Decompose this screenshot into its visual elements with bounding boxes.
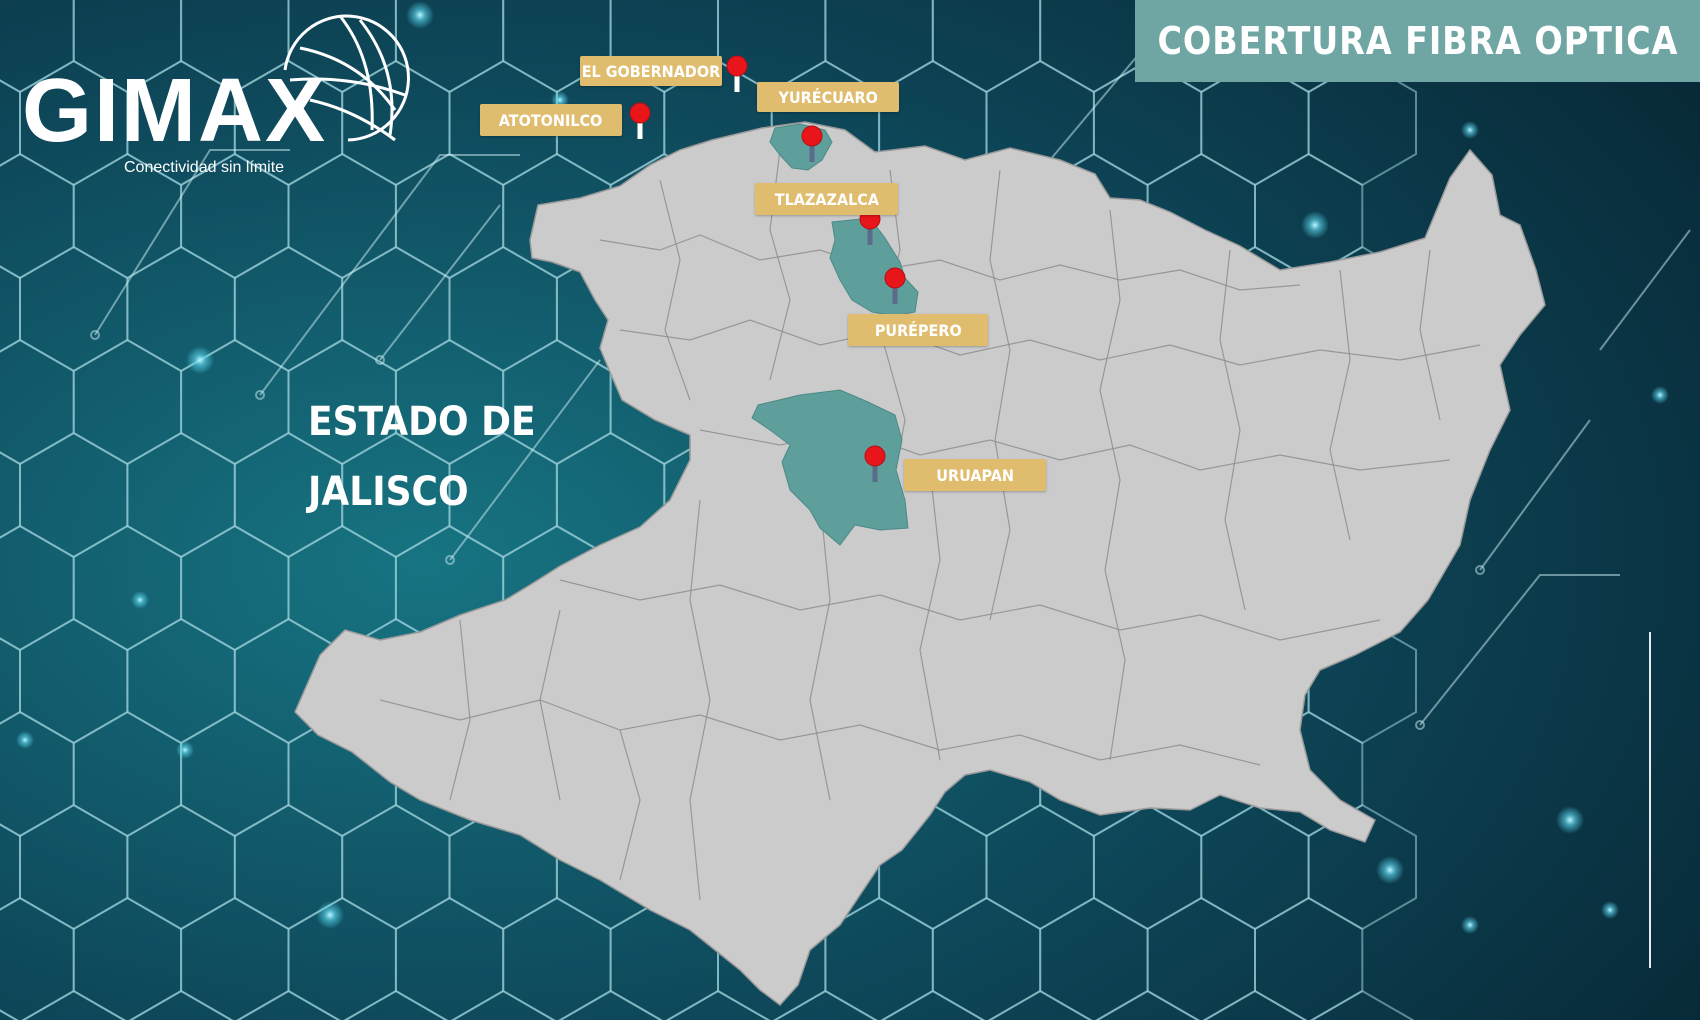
glow-dot: [1601, 901, 1619, 919]
location-label-atotonilco: ATOTONILCO: [480, 104, 622, 136]
hexagon-cell: [1202, 989, 1308, 1020]
location-label-yurecuaro: YURÉCUARO: [757, 82, 899, 112]
globe-logo-icon: [283, 14, 410, 142]
hexagon-cell: [773, 989, 878, 1020]
glow-dot: [1301, 211, 1329, 239]
hexagon-cell: [1310, 989, 1415, 1020]
glow-dot: [406, 1, 434, 29]
location-label-uruapan: URUAPAN: [904, 459, 1046, 491]
glow-dot: [186, 346, 214, 374]
glow-dot: [1376, 856, 1404, 884]
map-pin-icon: [884, 267, 906, 304]
coverage-uruapan: [751, 389, 909, 546]
map-pin-icon: [629, 102, 651, 139]
page-title: COBERTURA FIBRA OPTICA: [1157, 19, 1678, 63]
glow-dot: [1651, 386, 1669, 404]
brand-tagline: Conectividad sin límite: [124, 159, 285, 176]
glow-dot: [176, 741, 194, 759]
hexagon-cell: [558, 989, 663, 1020]
region-label-line1: ESTADO DE: [308, 399, 536, 445]
hexagon-cell: [665, 989, 771, 1020]
glow-dot: [316, 901, 344, 929]
location-label-tlazazalca: TLAZAZALCA: [755, 183, 898, 215]
location-label-el-gobernador: EL GOBERNADOR: [580, 56, 722, 86]
title-banner: COBERTURA FIBRA OPTICA: [1135, 0, 1700, 82]
glow-dot: [131, 591, 149, 609]
glow-dot: [1461, 916, 1479, 934]
hexagon-cell: [128, 989, 234, 1020]
brand-logo-text: GIMAX: [22, 61, 328, 161]
hexagon-cell: [450, 989, 556, 1020]
map-pins: [629, 55, 906, 482]
map-pin-icon: [801, 125, 823, 162]
circuit-lines: [90, 4, 1691, 730]
state-map-michoacan: [294, 121, 1546, 1007]
hexagon-cell: [236, 989, 341, 1020]
glow-dot: [1556, 806, 1584, 834]
hexagon-cell: [1095, 989, 1200, 1020]
map-pin-icon: [726, 55, 748, 92]
map-pin-icon: [864, 445, 886, 482]
hexagon-cell: [880, 989, 986, 1020]
hexagon-cell: [987, 989, 1093, 1020]
region-label-line2: JALISCO: [308, 469, 469, 515]
location-label-purepero: PURÉPERO: [848, 314, 988, 346]
glow-dot: [16, 731, 34, 749]
hexagon-cell: [21, 989, 126, 1020]
hexagon-cell: [343, 989, 449, 1020]
glow-dot: [1461, 121, 1479, 139]
